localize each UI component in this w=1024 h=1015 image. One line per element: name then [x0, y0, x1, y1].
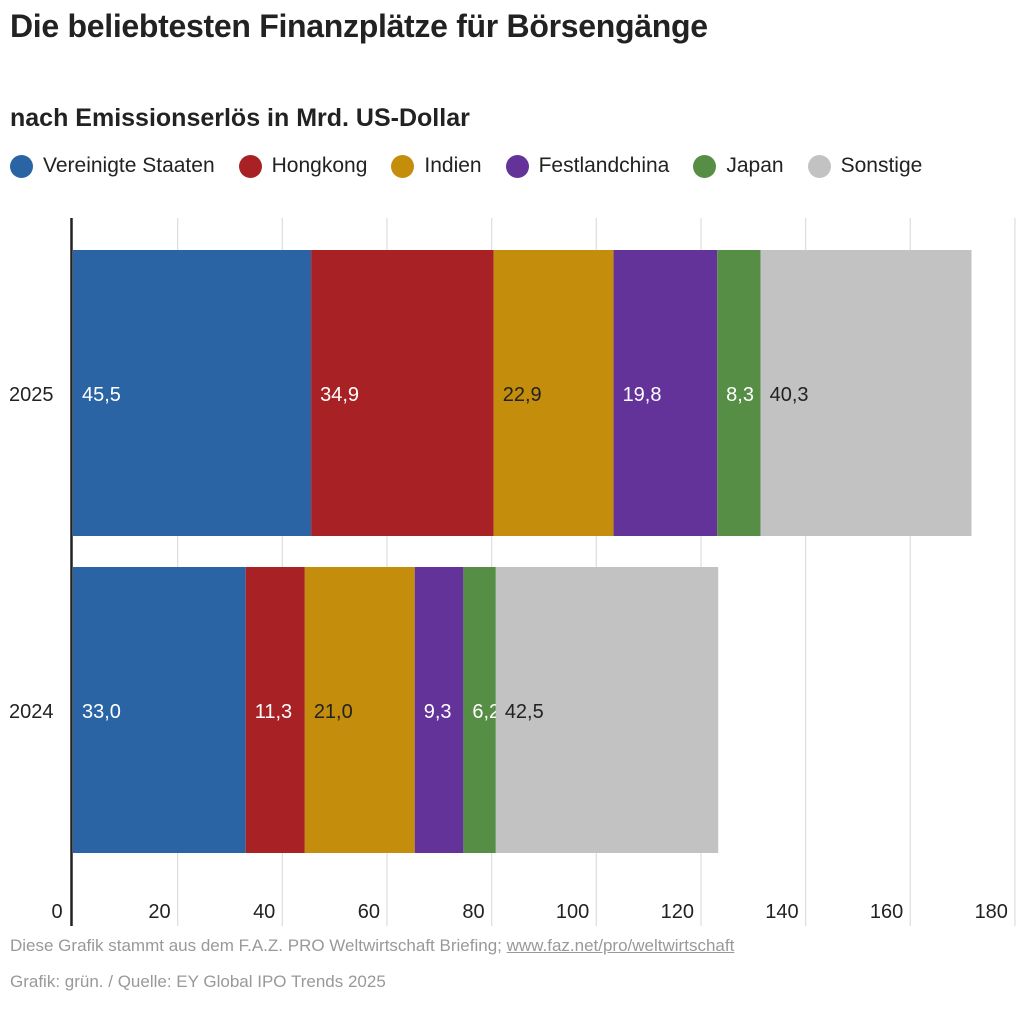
legend-item-vereinigte-staaten: Vereinigte Staaten: [10, 154, 215, 178]
data-label-hongkong-2025: 34,9: [320, 384, 359, 406]
legend-label: Indien: [424, 154, 482, 177]
footer-note: Diese Grafik stammt aus dem F.A.Z. PRO W…: [10, 936, 734, 956]
bar-vereinigte-staaten-2024: [73, 567, 246, 853]
data-label-japan-2024: 6,2: [472, 701, 500, 723]
bar-vereinigte-staaten-2025: [73, 250, 312, 536]
bar-japan-2025: [717, 250, 761, 536]
legend-label: Japan: [726, 154, 784, 177]
bar-indien-2025: [493, 250, 614, 536]
bar-festlandchina-2025: [613, 250, 718, 536]
legend-item-hongkong: Hongkong: [238, 154, 368, 178]
bar-hongkong-2025: [311, 250, 494, 536]
bar-japan-2024: [463, 567, 496, 853]
legend-swatch: [505, 154, 529, 178]
legend-swatch: [693, 154, 717, 178]
data-label-hongkong-2024: 11,3: [255, 701, 292, 723]
bar-hongkong-2024: [245, 567, 305, 853]
chart-legend: Vereinigte Staaten Hongkong Indien Festland…: [10, 154, 946, 178]
x-tick-label: 140: [765, 901, 798, 923]
legend-swatch: [391, 154, 415, 178]
bar-indien-2024: [304, 567, 415, 853]
bar-sonstige-2024: [495, 567, 719, 853]
legend-label: Vereinigte Staaten: [43, 154, 215, 177]
legend-label: Festlandchina: [538, 154, 670, 177]
chart-subtitle: nach Emissionserlös in Mrd. US-Dollar: [10, 104, 470, 132]
legend-item-festlandchina: Festlandchina: [505, 154, 670, 178]
data-label-sonstige-2025: 40,3: [770, 384, 809, 406]
legend-item-sonstige: Sonstige: [807, 154, 923, 178]
x-tick-label: 120: [661, 901, 694, 923]
legend-label: Hongkong: [271, 154, 368, 177]
stacked-bar-chart: 45,5 34,9 22,9 19,8 8,3 40,3 2025 33,0 11,3 21,0 9…: [9, 218, 1016, 926]
data-label-japan-2025: 8,3: [726, 384, 754, 406]
x-tick-label: 160: [870, 901, 903, 923]
x-tick-label: 0: [51, 901, 62, 923]
bar-festlandchina-2024: [414, 567, 464, 853]
data-label-indien-2025: 22,9: [503, 384, 542, 406]
category-label-2024: 2024: [9, 701, 54, 723]
legend-swatch: [238, 154, 262, 178]
x-tick-label: 80: [462, 901, 484, 923]
legend-item-japan: Japan: [693, 154, 784, 178]
x-tick-label: 40: [253, 901, 275, 923]
legend-item-indien: Indien: [391, 154, 482, 178]
data-label-festlandchina-2024: 9,3: [424, 701, 452, 723]
footer-link[interactable]: www.faz.net/pro/weltwirtschaft: [506, 936, 735, 955]
bar-sonstige-2025: [760, 250, 972, 536]
footer-source: Grafik: grün. / Quelle: EY Global IPO Tr…: [10, 972, 386, 991]
x-tick-label: 60: [358, 901, 380, 923]
x-tick-label: 20: [148, 901, 170, 923]
legend-swatch: [807, 154, 831, 178]
data-label-vereinigte-staaten-2025: 45,5: [82, 384, 121, 406]
legend-label: Sonstige: [840, 154, 923, 177]
chart-title: Die beliebtesten Finanzplätze für Börsen…: [10, 8, 708, 44]
legend-swatch: [10, 154, 33, 178]
category-label-2025: 2025: [9, 384, 54, 406]
data-label-sonstige-2024: 42,5: [505, 701, 544, 723]
footer-note-text: Diese Grafik stammt aus dem F.A.Z. PRO W…: [10, 936, 502, 955]
data-label-vereinigte-staaten-2024: 33,0: [82, 701, 121, 723]
data-label-indien-2024: 21,0: [314, 701, 353, 723]
data-label-festlandchina-2025: 19,8: [623, 384, 662, 406]
x-tick-label: 180: [975, 901, 1008, 923]
x-tick-label: 100: [556, 901, 589, 923]
